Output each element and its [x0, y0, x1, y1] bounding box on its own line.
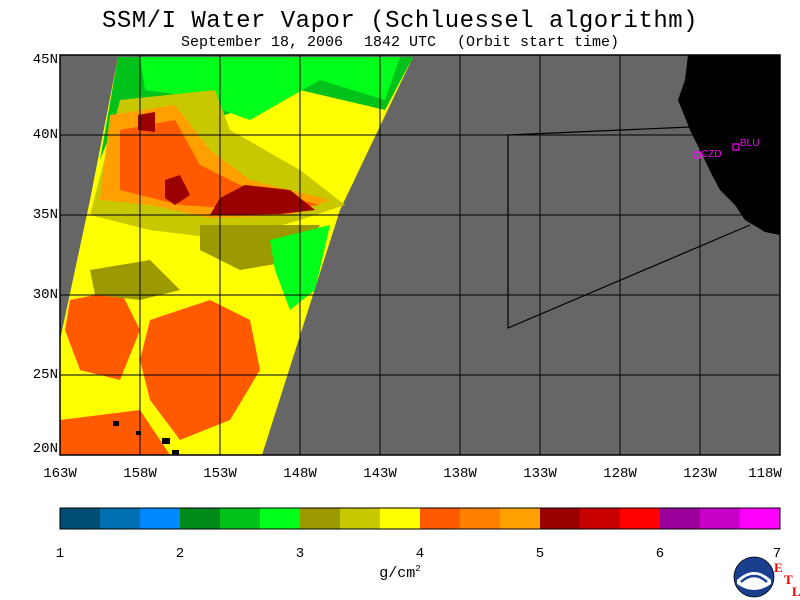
- colorbar-segment: [180, 508, 221, 529]
- lon-label: 138W: [430, 466, 490, 482]
- etl-letter: L: [792, 584, 800, 600]
- colorbar-segment: [420, 508, 461, 529]
- colorbar-segment: [500, 508, 541, 529]
- colorbar-segment: [700, 508, 741, 529]
- colorbar-segment: [60, 508, 101, 529]
- lon-label: 128W: [590, 466, 650, 482]
- unit-text: g/cm: [379, 565, 415, 582]
- lon-label: 163W: [30, 466, 90, 482]
- colorbar-segment: [260, 508, 301, 529]
- colorbar-tick-label: 2: [165, 546, 195, 562]
- lon-label: 158W: [110, 466, 170, 482]
- colorbar-tick-label: 1: [45, 546, 75, 562]
- lon-label: 133W: [510, 466, 570, 482]
- colorbar-segment: [620, 508, 661, 529]
- unit-superscript: 2: [415, 564, 420, 574]
- colorbar-segment: [100, 508, 141, 529]
- station-label-czd: CZD: [701, 149, 722, 160]
- lat-label: 20N: [20, 441, 58, 457]
- colorbar-tick-label: 5: [525, 546, 555, 562]
- colorbar-segment: [460, 508, 501, 529]
- colorbar-segment: [300, 508, 341, 529]
- colorbar-segment: [580, 508, 621, 529]
- station-label-blu: BLU: [740, 138, 759, 149]
- colorbar-tick-label: 4: [405, 546, 435, 562]
- colorbar: [60, 508, 781, 529]
- lon-label: 148W: [270, 466, 330, 482]
- colorbar-segment: [340, 508, 381, 529]
- lon-label: 143W: [350, 466, 410, 482]
- colorbar-segment: [140, 508, 181, 529]
- lon-label: 123W: [670, 466, 730, 482]
- lat-label: 45N: [20, 52, 58, 68]
- lat-label: 40N: [20, 127, 58, 143]
- colorbar-segment: [660, 508, 701, 529]
- colorbar-segment: [540, 508, 581, 529]
- lon-label: 118W: [735, 466, 795, 482]
- colorbar-unit: g/cm2: [370, 564, 430, 582]
- etl-letter: E: [774, 560, 783, 576]
- colorbar-tick-label: 3: [285, 546, 315, 562]
- noaa-logo: [733, 556, 775, 598]
- lon-label: 153W: [190, 466, 250, 482]
- colorbar-tick-label: 6: [645, 546, 675, 562]
- lat-label: 25N: [20, 367, 58, 383]
- lat-label: 35N: [20, 207, 58, 223]
- colorbar-segment: [740, 508, 781, 529]
- colorbar-segment: [220, 508, 261, 529]
- lat-label: 30N: [20, 287, 58, 303]
- colorbar-segment: [380, 508, 421, 529]
